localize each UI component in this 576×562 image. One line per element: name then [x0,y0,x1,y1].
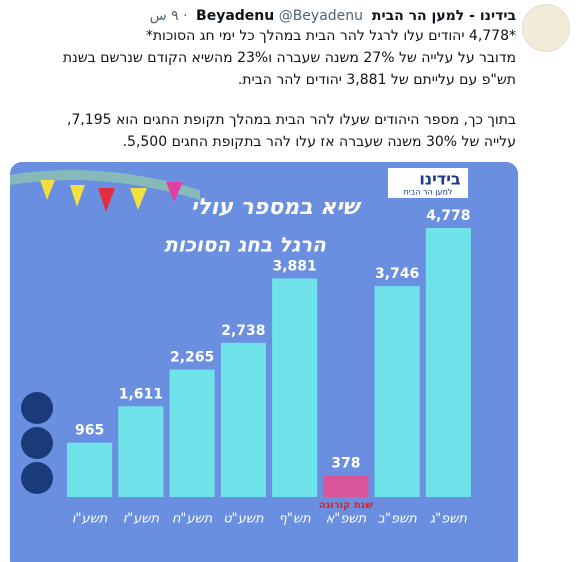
author[interactable]: בידינו - למען הר הבית Beyadenu [196,8,516,24]
x-tick-label: תשע"ח [172,512,213,527]
tweet-header: בידינו - למען הר הבית Beyadenu @Beyadenu… [150,8,516,24]
pennant [70,185,85,207]
bar [425,228,471,497]
x-tick-label: תשפ"ב [377,512,417,527]
pennant [130,188,147,210]
value-label: 378 [331,456,360,472]
facebook-icon[interactable] [21,392,53,424]
value-label: 4,778 [426,208,470,224]
handle[interactable]: @Beyadenu [278,8,364,24]
tweet-line: *4,778 יהודים עלו לרגל להר הבית במהלך כל… [145,28,516,44]
tweet-line: בתוך כך, מספר היהודים שעלו להר הבית במהל… [67,112,516,128]
value-label: 2,265 [170,349,214,365]
bar [169,369,215,497]
bar [272,278,318,497]
logo-tagline: למען הר הבית [404,188,453,197]
chart-title: שיא במספר עולי [191,195,362,220]
bar [374,286,420,497]
x-tick-label: תש"ף [279,512,312,527]
x-tick-label: תשע"ו [72,512,108,527]
bar [220,342,266,497]
logo-name: בידינו [419,170,461,189]
decoration [10,170,200,200]
bar [67,442,113,497]
bar [118,406,164,497]
value-label: 2,738 [221,323,265,339]
web-icon[interactable] [21,427,53,459]
bar [323,475,369,497]
pennant [98,188,115,212]
x-tick-label: תשפ"א [326,512,367,527]
pennant [40,180,55,200]
avatar[interactable] [522,4,570,52]
tweet-line: תש"פ עם עלייתם של 3,881 יהודים להר הבית. [237,72,516,88]
value-label: 1,611 [119,386,163,402]
value-label: 965 [75,423,104,439]
value-label: 3,881 [272,259,316,275]
x-tick-label: תשפ"ג [430,512,468,527]
chart-subtitle: הרגל בחג הסוכות [164,233,326,257]
x-tick-label: תשע"ט [223,512,264,527]
logo-box [388,168,468,198]
time[interactable]: · ٩ س [149,8,188,24]
tweet-line: עלייה של 30% משנה שעברה אז עלו להר בתקופ… [122,134,516,150]
pennant [166,182,183,202]
phone-icon[interactable] [21,462,53,494]
x-tick-label: תשע"ז [123,512,160,527]
value-label: 3,746 [375,266,419,282]
annotation: שנת קורונה [319,500,373,511]
tweet-line: מדובר על עלייה של 27% משנה שעברה ו23% מה… [62,50,516,66]
